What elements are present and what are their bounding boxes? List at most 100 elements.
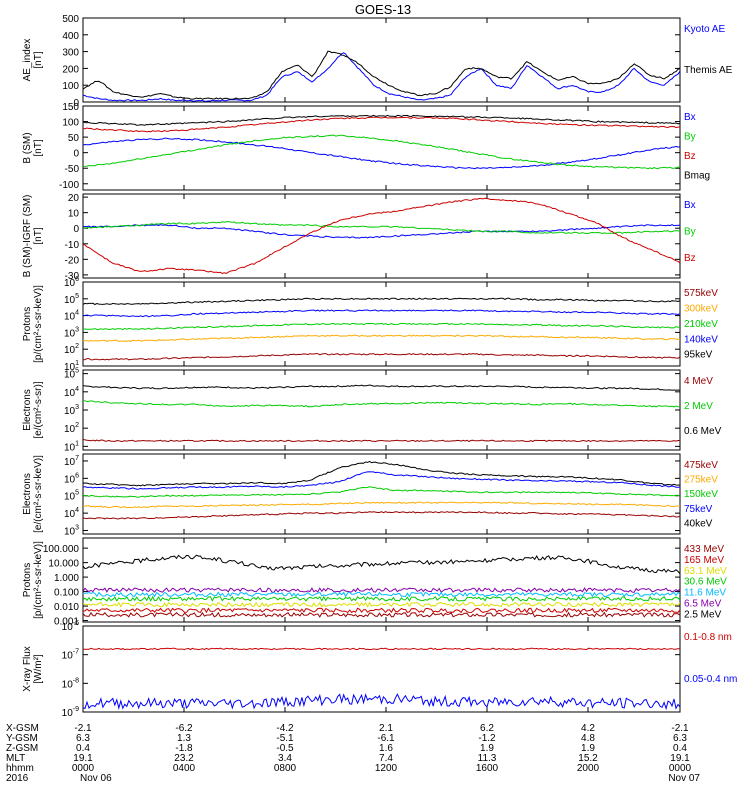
panel-frame — [82, 369, 681, 451]
y-tick-label: 103 — [64, 404, 79, 417]
y-tick-label: 104 — [64, 386, 79, 399]
legend-entry: By — [684, 131, 696, 142]
series-line-433-mev — [83, 611, 680, 618]
x-axis-value: -6.1 — [377, 733, 395, 744]
legend-entry: 0.05-0.4 nm — [684, 674, 737, 685]
panel-5: 105 104 103 102 101 Electrons [e/(cm²-s-sr)] 4 … — [22, 368, 722, 454]
y-axis-label: [W/m²] — [33, 654, 44, 684]
x-axis-value: -2.1 — [74, 723, 92, 734]
legend-entry: 165 MeV — [684, 555, 724, 566]
y-tick-label: 106 — [64, 472, 79, 485]
legend-entry: 210keV — [684, 319, 718, 330]
x-axis-value: 19.1 — [73, 753, 93, 764]
series-line-themis-ae — [83, 50, 680, 100]
series-line-575kev — [83, 353, 680, 361]
x-axis-value: 1.3 — [177, 733, 191, 744]
series-line-95kev — [83, 297, 680, 306]
y-tick-label: 102 — [64, 422, 79, 435]
y-axis-label: AE_index — [22, 39, 33, 82]
x-axis-value: 0000 — [669, 763, 692, 774]
x-axis-value: 1.9 — [480, 743, 494, 754]
y-axis-label: Protons — [22, 563, 33, 597]
y-tick-label: 400 — [62, 31, 79, 42]
panel-3: 20 10 0 -10 -20 -30 B (SM)-IGRF (SM) [nT] Bx By Bz — [22, 193, 696, 282]
x-axis-value: 6.3 — [76, 733, 90, 744]
y-axis-label: [nT] — [33, 51, 44, 68]
series-line-275kev — [83, 501, 680, 509]
x-axis-value: -0.5 — [276, 743, 294, 754]
x-axis-value: 0400 — [173, 763, 196, 774]
panel-8: 10-6 10-7 10-8 10-9 X-ray Flux [W/m²] 0.1-0.8 … — [22, 620, 737, 719]
panel-1: 500 400 300 200 100 0 AE_index [nT] Kyoto AE Them… — [22, 14, 733, 109]
y-tick-label: 107 — [64, 455, 79, 468]
y-axis-label: [nT] — [33, 227, 44, 244]
series-line-0-05-0-4-nm — [83, 693, 680, 711]
series-line-bx — [83, 137, 680, 170]
panel-frame — [82, 17, 681, 103]
legend-entry: Bz — [684, 253, 696, 264]
y-tick-label: 10-6 — [62, 620, 79, 633]
x-axis-value: -1.8 — [175, 743, 193, 754]
y-axis-label: X-ray Flux — [22, 646, 33, 692]
y-tick-label: 100 — [62, 81, 79, 92]
y-axis-label: Protons — [22, 307, 33, 341]
legend-entry: 2.5 MeV — [684, 609, 722, 620]
x-axis-row-label: hhmm — [6, 763, 34, 774]
x-axis-row-label: Y-GSM — [6, 733, 38, 744]
series-line-0-6-mev — [83, 384, 680, 391]
legend-entry: By — [684, 226, 696, 237]
panel-frame — [82, 537, 681, 623]
y-tick-label: -30 — [65, 271, 80, 282]
x-axis-value: 0.4 — [673, 743, 687, 754]
x-axis-row-label: 2016 — [6, 773, 29, 784]
series-line-210kev — [83, 322, 680, 331]
x-axis-table: X-GSMY-GSMZ-GSMMLThhmm2016-2.16.30.419.1… — [6, 723, 700, 784]
x-axis-value: Nov 06 — [80, 773, 112, 784]
series-line-165-mev — [83, 607, 680, 614]
panel-7: 100.000 10.000 1.000 0.100 0.010 0.001 Protons… — [22, 537, 727, 628]
y-tick-label: 0.100 — [54, 588, 79, 599]
series-line-30-6-mev — [83, 595, 680, 602]
x-axis-value: 4.2 — [581, 723, 595, 734]
y-axis-label: [nT] — [33, 139, 44, 156]
y-tick-label: 100.000 — [43, 544, 80, 555]
x-axis-value: -1.2 — [478, 733, 496, 744]
legend-entry: 0.1-0.8 nm — [684, 632, 732, 643]
series-line-63-1-mev — [83, 601, 680, 608]
panel-frame — [82, 453, 681, 535]
y-tick-label: 0.001 — [54, 617, 79, 628]
panel-frame — [82, 281, 681, 367]
panel-frame — [82, 105, 681, 191]
legend-entry: 275keV — [684, 475, 718, 486]
y-tick-label: -100 — [59, 180, 79, 191]
x-axis-value: -2.1 — [671, 723, 689, 734]
y-tick-label: -20 — [65, 255, 80, 266]
series-line-140kev — [83, 309, 680, 318]
y-tick-label: 10 — [68, 209, 80, 220]
y-tick-label: 0.010 — [54, 602, 79, 613]
y-axis-label: [e/(cm²-s-sr-keV)] — [33, 455, 44, 533]
x-axis-value: -4.2 — [276, 723, 294, 734]
series-line-by — [83, 220, 680, 235]
figure-title: GOES-13 — [355, 2, 411, 17]
series-line-4-mev — [83, 438, 680, 443]
series-line-75kev — [83, 471, 680, 490]
y-tick-label: 102 — [64, 343, 79, 356]
x-axis-value: 4.8 — [581, 733, 595, 744]
x-axis-value: 1.9 — [581, 743, 595, 754]
y-tick-label: 105 — [64, 490, 79, 503]
y-tick-label: 0 — [73, 224, 79, 235]
x-axis-value: 15.2 — [578, 753, 598, 764]
panel-2: 150 100 50 0 -50 -100 B (SM) [nT] Bx By Bz Bmag — [22, 102, 710, 191]
x-axis-value: 2000 — [577, 763, 600, 774]
series-line-kyoto-ae — [83, 52, 680, 102]
x-axis-value: 1.6 — [379, 743, 393, 754]
series-line-300kev — [83, 334, 680, 342]
x-axis-value: 7.4 — [379, 753, 393, 764]
x-axis-value: Nov 07 — [668, 773, 700, 784]
series-line-2-5-mev — [83, 554, 680, 575]
legend-entry: 575keV — [684, 288, 718, 299]
y-tick-label: 10.000 — [48, 559, 79, 570]
y-tick-label: 0 — [73, 149, 79, 160]
legend-entry: Bz — [684, 151, 696, 162]
